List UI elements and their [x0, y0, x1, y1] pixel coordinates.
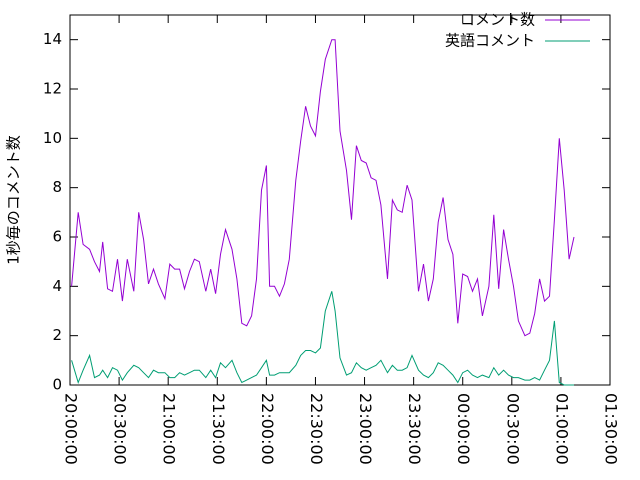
series-line [71, 39, 575, 337]
x-tick-label: 00:30:00 [503, 393, 522, 465]
legend-label: コメント数 [460, 11, 535, 29]
y-tick-label: 0 [52, 376, 62, 394]
y-tick-label: 12 [43, 80, 62, 98]
y-tick-label: 8 [52, 178, 62, 196]
x-tick-label: 21:30:00 [209, 393, 228, 465]
x-tick-label: 20:30:00 [111, 393, 130, 465]
y-tick-label: 6 [52, 228, 62, 246]
x-tick-label: 20:00:00 [62, 393, 81, 465]
x-tick-label: 22:00:00 [258, 393, 277, 465]
y-tick-label: 10 [43, 129, 62, 147]
y-tick-label: 2 [52, 326, 62, 344]
x-tick-label: 23:00:00 [356, 393, 375, 465]
x-tick-label: 00:00:00 [454, 393, 473, 465]
y-tick-label: 4 [52, 277, 62, 295]
plot-frame [69, 14, 611, 386]
legend-label: 英語コメント [445, 32, 535, 50]
x-tick-label: 23:30:00 [405, 393, 424, 465]
x-tick-label: 21:00:00 [160, 393, 179, 465]
y-tick-label: 14 [43, 30, 62, 48]
x-tick-label: 01:00:00 [552, 393, 571, 465]
y-axis-label: 1秒毎のコメント数 [5, 135, 23, 265]
x-tick-label: 22:30:00 [307, 393, 326, 465]
series-line [71, 291, 574, 386]
x-tick-label: 01:30:00 [602, 393, 621, 465]
